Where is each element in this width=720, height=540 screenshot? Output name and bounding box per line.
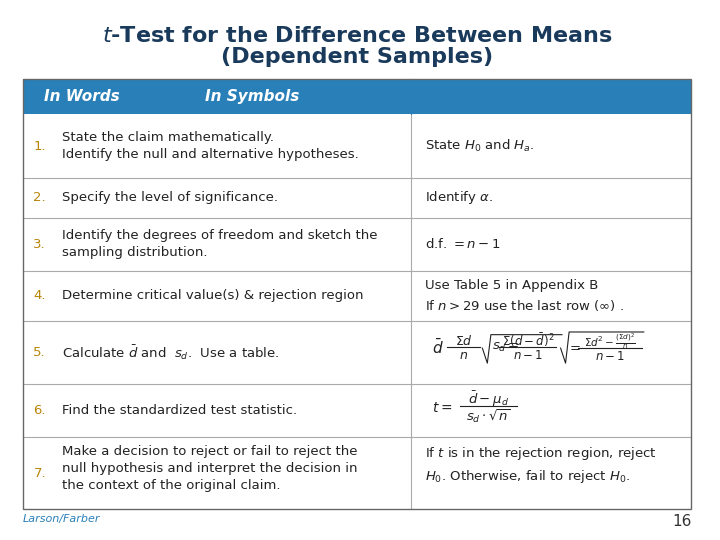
Text: $\bar{d}$: $\bar{d}$	[432, 338, 444, 356]
Text: State $H_0$ and $H_a$.: State $H_0$ and $H_a$.	[425, 138, 534, 154]
Text: $s_d =$: $s_d =$	[492, 341, 520, 354]
Text: 1.: 1.	[33, 140, 46, 153]
Text: d.f. $= n - 1$: d.f. $= n - 1$	[425, 237, 500, 251]
Text: $\bar{d} - \mu_d$: $\bar{d} - \mu_d$	[468, 389, 509, 409]
Text: $n-1$: $n-1$	[513, 349, 543, 362]
Text: $s_d\cdot\sqrt{n}$: $s_d\cdot\sqrt{n}$	[467, 407, 511, 425]
Text: If $t$ is in the rejection region, reject
$H_0$. Otherwise, fail to reject $H_0$: If $t$ is in the rejection region, rejec…	[425, 445, 657, 485]
Text: $n$: $n$	[459, 349, 469, 362]
Text: Larson/Farber: Larson/Farber	[23, 515, 100, 524]
Text: $t =$: $t =$	[432, 401, 452, 415]
Text: 16: 16	[672, 515, 691, 529]
Text: $=$: $=$	[567, 341, 581, 354]
Text: 4.: 4.	[33, 289, 46, 302]
Text: Determine critical value(s) & rejection region: Determine critical value(s) & rejection …	[62, 289, 364, 302]
Text: $\Sigma(d-\bar{d})^2$: $\Sigma(d-\bar{d})^2$	[502, 332, 554, 349]
Text: Calculate $\bar{d}$ and  $s_d$.  Use a table.: Calculate $\bar{d}$ and $s_d$. Use a tab…	[62, 343, 279, 362]
Text: 2.: 2.	[33, 192, 46, 205]
Text: Specify the level of significance.: Specify the level of significance.	[62, 192, 278, 205]
Text: $\Sigma d^2 - \frac{(\Sigma d)^2}{n}$: $\Sigma d^2 - \frac{(\Sigma d)^2}{n}$	[584, 330, 636, 350]
Text: Identify $\alpha$.: Identify $\alpha$.	[425, 190, 492, 206]
Text: 6.: 6.	[33, 404, 46, 417]
Text: Find the standardized test statistic.: Find the standardized test statistic.	[62, 404, 297, 417]
Text: (Dependent Samples): (Dependent Samples)	[221, 47, 493, 67]
Text: In Words: In Words	[44, 89, 120, 104]
FancyBboxPatch shape	[23, 79, 691, 114]
Text: Identify the degrees of freedom and sketch the
sampling distribution.: Identify the degrees of freedom and sket…	[62, 230, 377, 259]
Text: 7.: 7.	[33, 467, 46, 480]
Text: 5.: 5.	[33, 346, 46, 359]
Text: In Symbols: In Symbols	[205, 89, 300, 104]
Text: Make a decision to reject or fail to reject the
null hypothesis and interpret th: Make a decision to reject or fail to rej…	[62, 445, 357, 492]
Text: $t$-Test for the Difference Between Means: $t$-Test for the Difference Between Mean…	[102, 25, 612, 45]
Text: $n-1$: $n-1$	[595, 350, 625, 363]
Text: State the claim mathematically.
Identify the null and alternative hypotheses.: State the claim mathematically. Identify…	[62, 131, 359, 161]
Text: Use Table 5 in Appendix B
If $n > 29$ use the last row $(∞)$ .: Use Table 5 in Appendix B If $n > 29$ us…	[425, 279, 624, 313]
Text: 3.: 3.	[33, 238, 46, 251]
Text: $\Sigma d$: $\Sigma d$	[455, 334, 473, 348]
